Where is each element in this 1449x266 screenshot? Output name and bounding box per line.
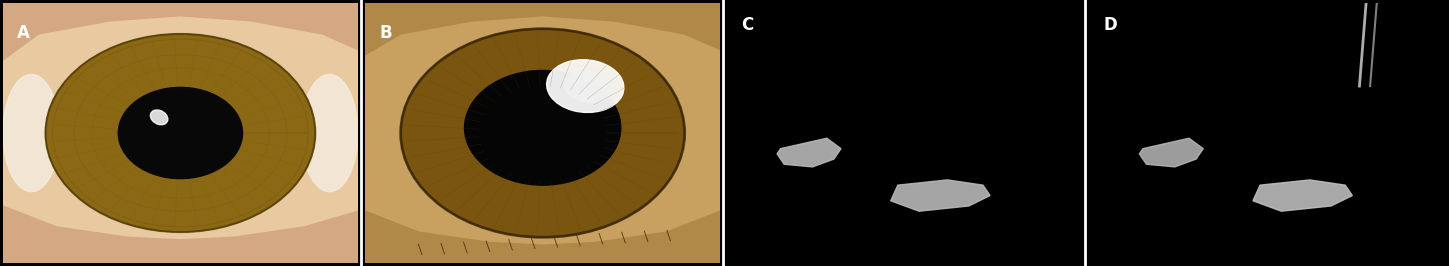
Polygon shape <box>365 211 720 263</box>
Text: A: A <box>17 23 30 41</box>
Circle shape <box>45 34 316 232</box>
Polygon shape <box>1139 138 1203 167</box>
Polygon shape <box>777 138 840 167</box>
Ellipse shape <box>564 70 613 102</box>
Ellipse shape <box>3 74 59 192</box>
Polygon shape <box>365 3 720 263</box>
Polygon shape <box>3 206 358 263</box>
Polygon shape <box>1253 180 1352 211</box>
Polygon shape <box>891 180 990 211</box>
Circle shape <box>400 29 684 237</box>
Ellipse shape <box>151 110 168 125</box>
Polygon shape <box>3 3 358 263</box>
Text: D: D <box>1104 16 1117 34</box>
Polygon shape <box>3 3 358 60</box>
Text: B: B <box>380 23 393 41</box>
Ellipse shape <box>546 60 625 113</box>
Text: C: C <box>742 16 753 34</box>
Circle shape <box>119 88 242 179</box>
Ellipse shape <box>301 74 358 192</box>
Polygon shape <box>365 3 720 55</box>
Circle shape <box>465 70 620 185</box>
